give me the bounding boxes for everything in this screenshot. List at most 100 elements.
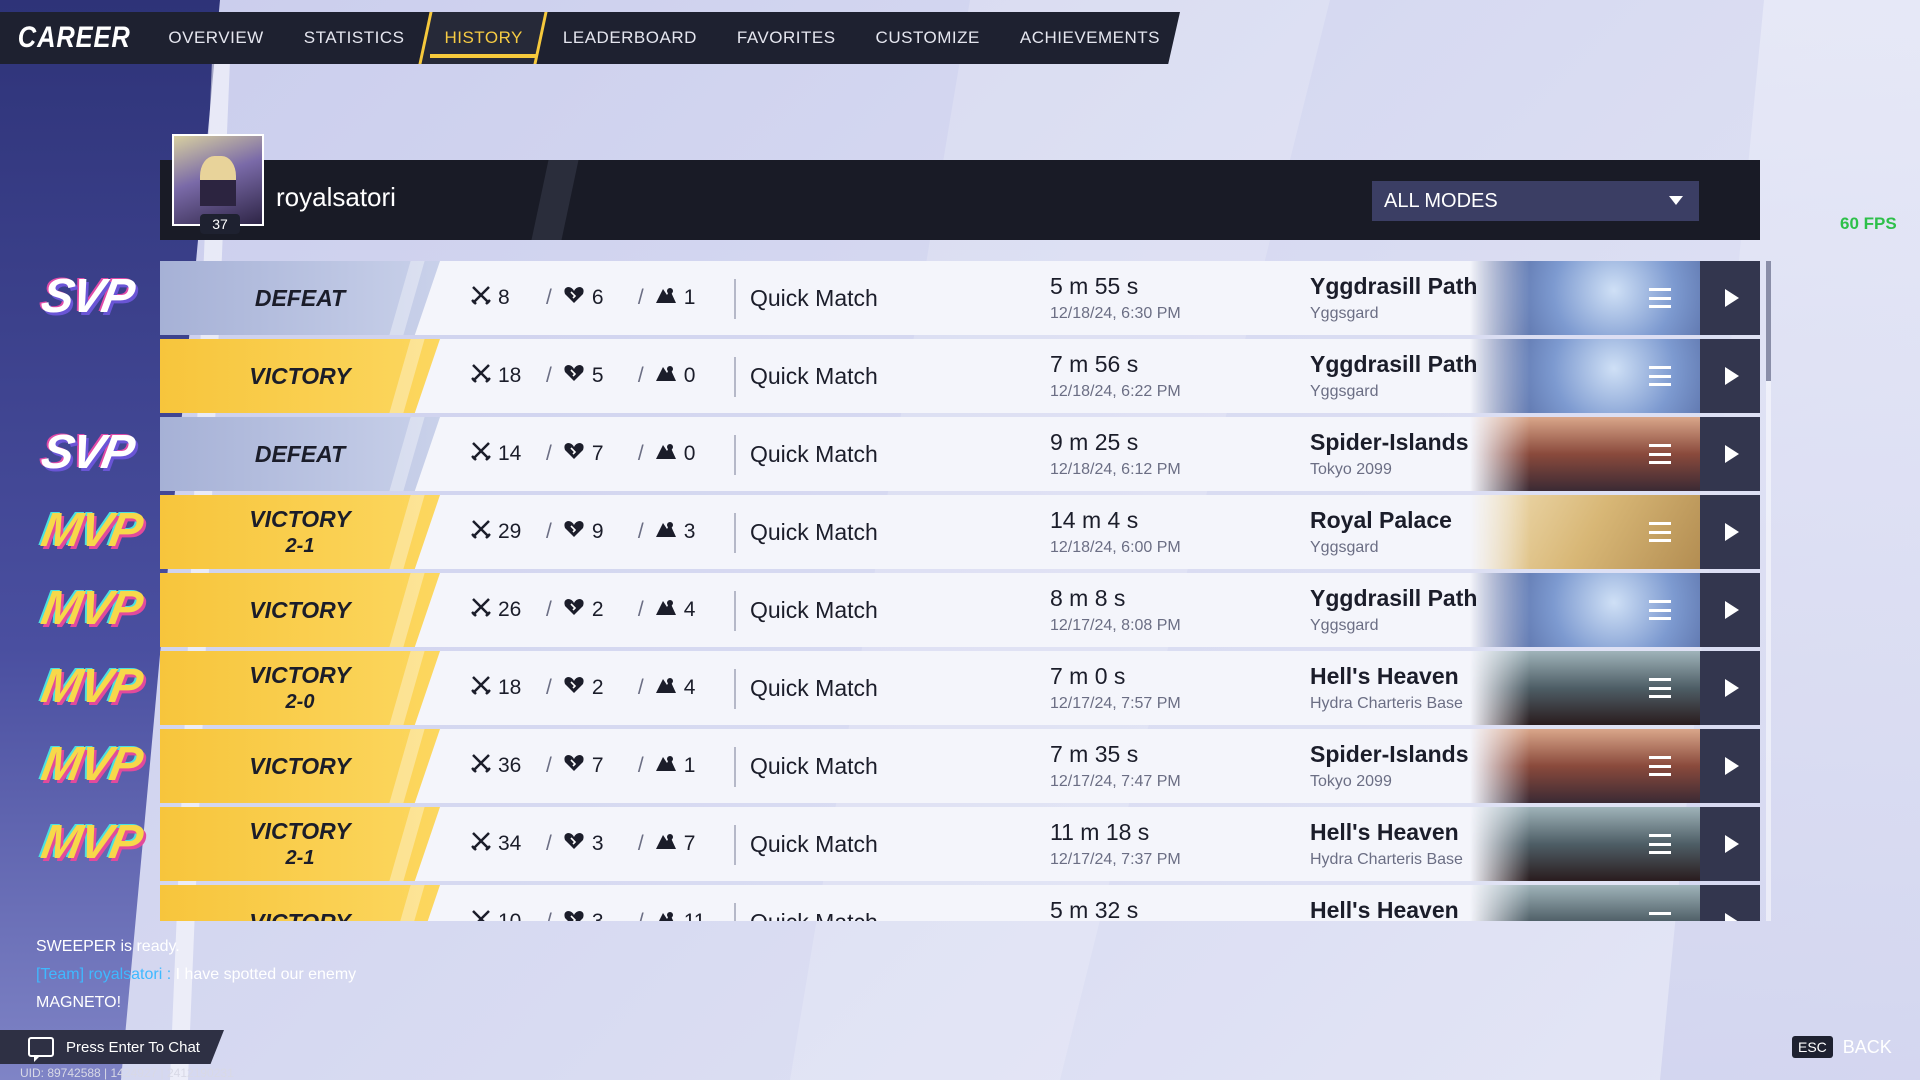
details-menu-icon[interactable] xyxy=(1649,366,1671,386)
tab-leaderboard[interactable]: LEADERBOARD xyxy=(562,28,697,47)
avatar[interactable] xyxy=(172,134,264,226)
game-mode: Quick Match xyxy=(750,363,878,389)
map-region: Yggsgard xyxy=(1310,383,1379,400)
match-row[interactable]: DEFEAT 14 / 7 / 0 Quick Match 9 m 25 s 12/18/24,… xyxy=(160,417,1760,491)
details-menu-icon[interactable] xyxy=(1649,288,1671,308)
kills-icon xyxy=(470,674,498,702)
result-stripe xyxy=(389,651,425,725)
details-menu-icon[interactable] xyxy=(1649,444,1671,464)
result-stripe xyxy=(389,885,425,921)
assists-value: 0 xyxy=(683,364,696,387)
column-divider xyxy=(734,513,736,553)
details-menu-icon[interactable] xyxy=(1649,600,1671,620)
kills-icon xyxy=(470,752,498,780)
match-row[interactable]: VICTORY 18 / 5 / 0 Quick Match 7 m 56 s 12/18/24… xyxy=(160,339,1760,413)
kills-stat: 34 xyxy=(470,830,550,858)
match-row[interactable]: VICTORY 2-0 18 / 2 / 4 Quick Match 7 m 0 s 12/17/… xyxy=(160,651,1760,725)
mode-filter-dropdown[interactable]: ALL MODES xyxy=(1372,181,1699,221)
match-duration: 7 m 35 s xyxy=(1050,741,1139,767)
replay-button[interactable] xyxy=(1700,729,1760,803)
result-label: DEFEAT xyxy=(254,284,346,311)
match-result: DEFEAT xyxy=(160,417,440,491)
deaths-icon xyxy=(562,285,592,311)
replay-button[interactable] xyxy=(1700,651,1760,725)
fps-counter: 60 FPS xyxy=(1840,214,1897,233)
result-label: VICTORY xyxy=(249,506,351,532)
deaths-icon xyxy=(562,675,592,701)
deaths-stat: 3 xyxy=(562,831,642,857)
tab-history[interactable]: HISTORY xyxy=(424,12,542,64)
assists-stat: 7 xyxy=(654,831,734,857)
match-row[interactable]: VICTORY 2-1 29 / 9 / 3 Quick Match 14 m 4 s 12/18… xyxy=(160,495,1760,569)
replay-button[interactable] xyxy=(1700,261,1760,335)
deaths-value: 7 xyxy=(591,754,604,777)
replay-button[interactable] xyxy=(1700,573,1760,647)
chat-input[interactable]: Press Enter To Chat xyxy=(0,1030,224,1064)
result-label: VICTORY xyxy=(249,662,351,688)
stat-separator: / xyxy=(637,598,644,621)
game-mode: Quick Match xyxy=(750,831,878,857)
match-row[interactable]: VICTORY 26 / 2 / 4 Quick Match 8 m 8 s 12/17/24,… xyxy=(160,573,1760,647)
match-row[interactable]: VICTORY 10 / 3 / 11 Quick Match 5 m 32 s Hell's … xyxy=(160,885,1760,921)
match-duration: 8 m 8 s xyxy=(1050,585,1126,611)
details-menu-icon[interactable] xyxy=(1649,834,1671,854)
match-row[interactable]: VICTORY 36 / 7 / 1 Quick Match 7 m 35 s 12/17/24… xyxy=(160,729,1760,803)
deaths-value: 9 xyxy=(591,520,604,543)
tab-customize[interactable]: CUSTOMIZE xyxy=(875,28,980,47)
scrollbar[interactable] xyxy=(1766,261,1771,921)
replay-button[interactable] xyxy=(1700,339,1760,413)
kda-stats: 18 / 2 / 4 xyxy=(470,651,734,725)
game-mode: Quick Match xyxy=(750,519,878,545)
deaths-value: 6 xyxy=(591,286,604,309)
round-score: 2-1 xyxy=(285,535,315,557)
kda-stats: 10 / 3 / 11 xyxy=(470,885,734,921)
tab-overview[interactable]: OVERVIEW xyxy=(168,28,264,47)
play-icon xyxy=(1725,679,1739,697)
kills-stat: 10 xyxy=(470,908,550,921)
replay-button[interactable] xyxy=(1700,807,1760,881)
replay-button[interactable] xyxy=(1700,885,1760,921)
tab-favorites[interactable]: FAVORITES xyxy=(736,28,836,47)
map-region: Tokyo 2099 xyxy=(1310,773,1392,790)
chat-icon xyxy=(28,1037,54,1062)
back-button[interactable]: ESC BACK xyxy=(1792,1036,1892,1058)
details-menu-icon[interactable] xyxy=(1649,522,1671,542)
round-score: 2-1 xyxy=(285,847,315,869)
replay-button[interactable] xyxy=(1700,495,1760,569)
match-row[interactable]: VICTORY 2-1 34 / 3 / 7 Quick Match 11 m 18 s 12/1… xyxy=(160,807,1760,881)
map-region: Yggsgard xyxy=(1310,539,1379,556)
column-divider xyxy=(734,435,736,475)
assists-icon xyxy=(654,363,684,389)
details-menu-icon[interactable] xyxy=(1649,912,1671,921)
column-divider xyxy=(734,825,736,865)
map-region: Hydra Charteris Base xyxy=(1310,695,1463,712)
match-history-list[interactable]: DEFEAT 8 / 6 / 1 Quick Match 5 m 55 s 12/18/24, … xyxy=(160,261,1760,921)
assists-stat: 11 xyxy=(654,909,734,921)
kda-stats: 34 / 3 / 7 xyxy=(470,807,734,881)
details-menu-icon[interactable] xyxy=(1649,756,1671,776)
chat-team-message: [Team] royalsatori : I have spotted our … xyxy=(36,966,356,984)
result-stripe xyxy=(389,807,425,881)
assists-icon xyxy=(654,597,684,623)
replay-button[interactable] xyxy=(1700,417,1760,491)
map-name: Hell's Heaven xyxy=(1310,819,1459,845)
kills-value: 36 xyxy=(498,754,522,777)
kills-icon xyxy=(470,908,498,921)
assists-value: 4 xyxy=(683,598,696,621)
stat-separator: / xyxy=(637,520,644,543)
tab-statistics[interactable]: STATISTICS xyxy=(303,28,405,47)
chat-prompt: Press Enter To Chat xyxy=(66,1038,200,1056)
scrollbar-thumb[interactable] xyxy=(1766,261,1771,381)
result-stripe xyxy=(389,261,425,335)
details-menu-icon[interactable] xyxy=(1649,678,1671,698)
assists-stat: 1 xyxy=(654,285,734,311)
tab-achievements[interactable]: ACHIEVEMENTS xyxy=(1019,28,1160,47)
assists-icon xyxy=(654,909,684,921)
game-mode: Quick Match xyxy=(750,597,878,623)
mvp-badge: MVP xyxy=(37,660,145,713)
kills-value: 18 xyxy=(498,364,522,387)
kills-stat: 29 xyxy=(470,518,550,546)
match-row[interactable]: DEFEAT 8 / 6 / 1 Quick Match 5 m 55 s 12/18/24, … xyxy=(160,261,1760,335)
result-label: VICTORY xyxy=(249,818,351,844)
chat-sender: [Team] royalsatori : xyxy=(36,966,172,983)
